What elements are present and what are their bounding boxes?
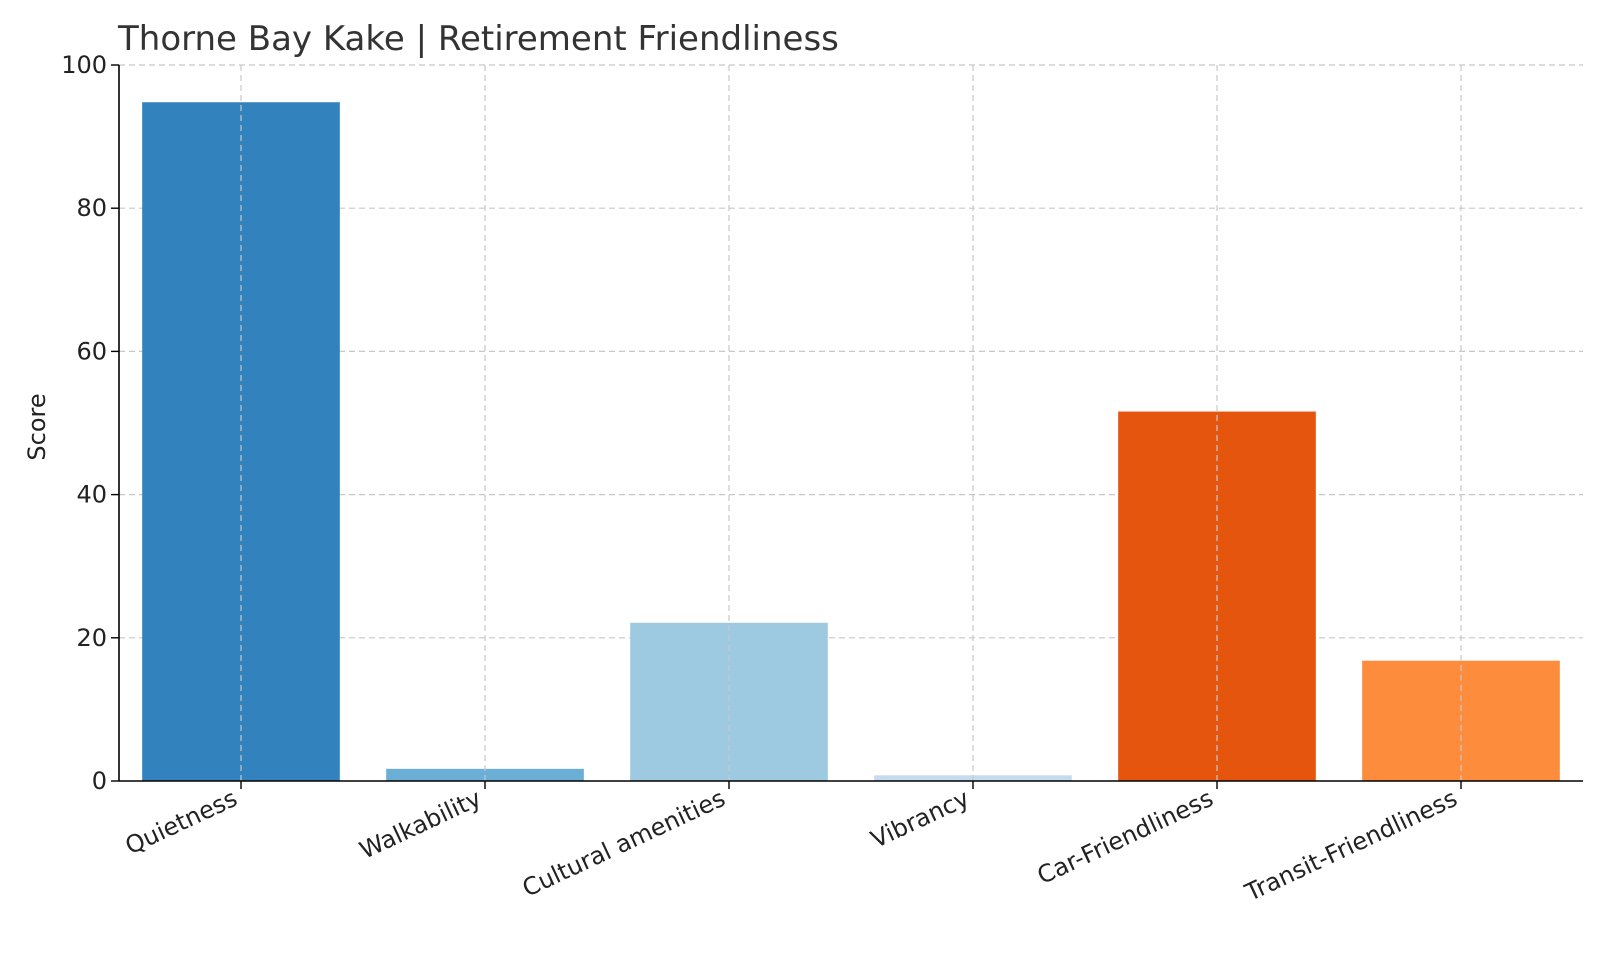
y-tick-label: 60 xyxy=(76,337,107,365)
x-tick-label: Car-Friendliness xyxy=(1033,784,1218,890)
bars xyxy=(142,65,1560,782)
y-tick-label: 20 xyxy=(76,624,107,652)
x-tick-label: Vibrancy xyxy=(867,784,974,854)
x-tick-label: Quietness xyxy=(121,784,242,860)
x-tick-label: Transit-Friendliness xyxy=(1240,784,1461,907)
y-tick-label: 80 xyxy=(76,194,107,222)
bar-walkability xyxy=(386,768,584,781)
axes xyxy=(118,65,1583,782)
x-tick-label: Cultural amenities xyxy=(518,784,729,902)
x-axis-ticks: Quietness Walkability Cultural amenities Vi… xyxy=(121,781,1462,907)
y-tick-label: 100 xyxy=(61,51,107,79)
x-tick-label: Walkability xyxy=(355,784,485,865)
y-axis-label: Score xyxy=(23,393,51,460)
chart-title: Thorne Bay Kake | Retirement Friendlines… xyxy=(117,19,839,59)
grid-lines xyxy=(119,64,1583,639)
y-tick-label: 40 xyxy=(76,481,107,509)
y-axis-ticks: 0 20 40 60 80 100 xyxy=(61,51,119,795)
y-tick-label: 0 xyxy=(92,767,107,795)
